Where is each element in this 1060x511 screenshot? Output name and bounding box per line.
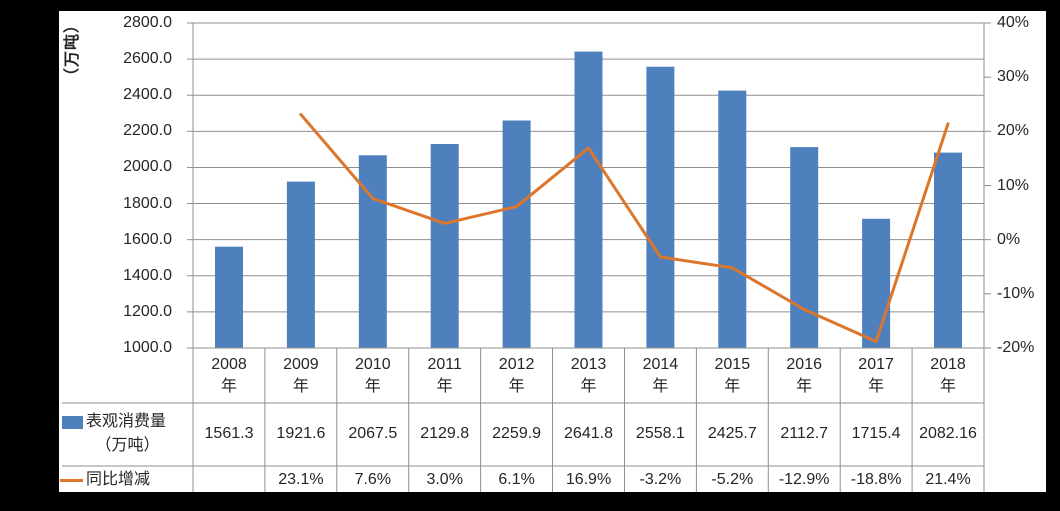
- legend-consumption-label-line1: 表观消费量: [86, 413, 167, 430]
- table-consumption-value: 1561.3: [204, 425, 254, 442]
- left-axis-title: （万吨）: [64, 16, 81, 85]
- category-label: 2010 年: [355, 356, 391, 395]
- bar-2015: [718, 90, 747, 348]
- right-axis-tick-label: -10%: [997, 284, 1035, 302]
- bar-2011: [430, 144, 459, 348]
- category-label: 2008 年: [211, 356, 247, 395]
- right-axis-tick-label: 30%: [997, 68, 1030, 86]
- category-label: 2009 年: [283, 356, 319, 395]
- table-consumption-value: 1715.4: [851, 425, 901, 442]
- table-consumption-value: 2425.7: [707, 425, 757, 442]
- table-consumption-value: 2082.16: [919, 425, 977, 442]
- left-axis-tick-label: 1600.0: [123, 230, 172, 248]
- table-yoy-value: 7.6%: [354, 471, 392, 488]
- table-consumption-value: 2067.5: [348, 425, 398, 442]
- category-label: 2014 年: [642, 356, 679, 395]
- category-label: 2012 年: [498, 356, 535, 395]
- table-yoy-value: 16.9%: [565, 471, 612, 488]
- legend-line-key-icon: [60, 479, 83, 482]
- left-axis-tick-label: 2200.0: [123, 122, 172, 140]
- bar-2014: [646, 66, 675, 348]
- bar-2012: [502, 120, 531, 348]
- table-yoy-value: 3.0%: [426, 471, 463, 488]
- table-yoy-value: 6.1%: [498, 471, 535, 488]
- bar-2013: [574, 51, 603, 348]
- table-yoy-value: -12.9%: [778, 471, 830, 488]
- legend-yoy-label: 同比增减: [86, 471, 151, 488]
- table-consumption-value: 1921.6: [276, 425, 326, 442]
- category-label: 2016 年: [786, 356, 822, 395]
- yoy-line: [299, 113, 950, 343]
- category-label: 2015 年: [714, 356, 751, 395]
- left-axis-tick-label: 1200.0: [123, 302, 172, 320]
- bar-2017: [862, 218, 891, 348]
- table-consumption-value: 2112.7: [780, 425, 829, 442]
- right-axis-tick-label: 10%: [997, 176, 1030, 194]
- bar-2018: [934, 152, 962, 348]
- bar-2016: [790, 147, 819, 348]
- left-axis-tick-label: 1400.0: [123, 266, 172, 284]
- left-axis-tick-label: 2600.0: [123, 50, 172, 68]
- category-label: 2017 年: [858, 356, 894, 395]
- bar-2008: [215, 246, 243, 348]
- right-axis-tick-label: 20%: [997, 122, 1030, 140]
- category-label: 2018 年: [930, 356, 966, 395]
- right-axis-tick-label: 0%: [997, 230, 1021, 248]
- left-axis-tick-label: 1000.0: [123, 339, 172, 356]
- right-axis-tick-label: 40%: [997, 14, 1030, 31]
- table-yoy-value: -18.8%: [850, 471, 902, 488]
- category-label: 2011 年: [427, 356, 462, 395]
- legend-bar-key-icon: [62, 416, 83, 429]
- table-consumption-value: 2259.9: [492, 425, 542, 442]
- table-yoy-value: 23.1%: [278, 471, 324, 488]
- right-axis-tick-label: -20%: [997, 339, 1035, 356]
- legend-consumption-label-line2: （万吨）: [95, 437, 160, 454]
- table-yoy-value: -3.2%: [639, 471, 682, 488]
- table-yoy-value: 21.4%: [925, 471, 971, 488]
- bar-2010: [358, 155, 387, 348]
- table-consumption-value: 2558.1: [635, 425, 685, 442]
- bar-2009: [286, 181, 315, 348]
- category-label: 2013 年: [570, 356, 607, 395]
- table-yoy-value: -5.2%: [711, 471, 754, 488]
- left-axis-tick-label: 2800.0: [123, 14, 172, 31]
- left-axis-tick-label: 2000.0: [123, 158, 172, 176]
- left-axis-tick-label: 1800.0: [123, 194, 172, 212]
- table-consumption-value: 2129.8: [420, 425, 470, 442]
- table-consumption-value: 2641.8: [564, 425, 613, 442]
- left-axis-tick-label: 2400.0: [123, 86, 172, 104]
